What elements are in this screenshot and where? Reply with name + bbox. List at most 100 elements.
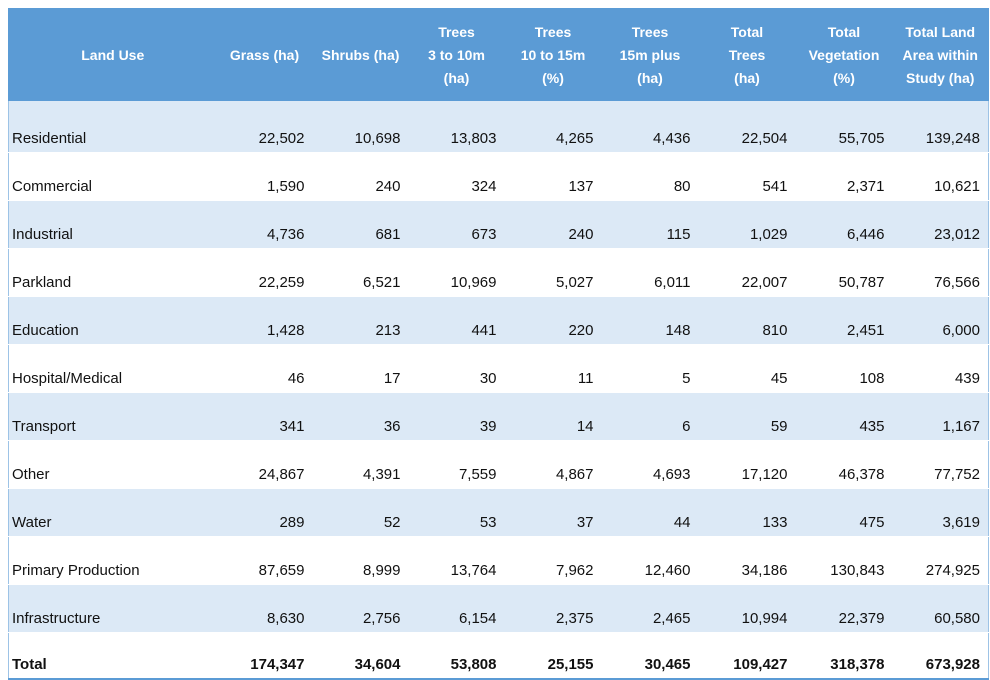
cell-total-land-area: 274,925 bbox=[892, 536, 989, 585]
cell-total-trees: 541 bbox=[698, 152, 796, 201]
cell-total-land-area: 439 bbox=[892, 344, 989, 393]
cell-trees-15m-plus: 44 bbox=[601, 488, 699, 537]
cell-trees-3-10m: 673 bbox=[408, 200, 505, 249]
cell-shrubs: 36 bbox=[312, 392, 409, 441]
cell-total-trees: 17,120 bbox=[698, 440, 796, 489]
total-grass: 174,347 bbox=[216, 632, 313, 680]
cell-total-land-area: 76,566 bbox=[892, 248, 989, 297]
cell-shrubs: 681 bbox=[312, 200, 409, 249]
land-use-vegetation-table-container: Land Use Grass (ha) Shrubs (ha) Trees 3 … bbox=[8, 8, 989, 680]
cell-grass: 22,502 bbox=[216, 101, 313, 153]
total-label: Total bbox=[8, 632, 217, 680]
cell-total-trees: 45 bbox=[698, 344, 796, 393]
cell-shrubs: 240 bbox=[312, 152, 409, 201]
cell-shrubs: 4,391 bbox=[312, 440, 409, 489]
cell-shrubs: 2,756 bbox=[312, 584, 409, 633]
row-label: Transport bbox=[8, 392, 217, 441]
total-total-trees: 109,427 bbox=[698, 632, 796, 680]
cell-trees-10-15m: 4,265 bbox=[504, 101, 602, 153]
cell-grass: 22,259 bbox=[216, 248, 313, 297]
header-grass: Grass (ha) bbox=[216, 8, 313, 101]
row-label: Primary Production bbox=[8, 536, 217, 585]
cell-total-vegetation: 475 bbox=[795, 488, 893, 537]
total-shrubs: 34,604 bbox=[312, 632, 409, 680]
table-row: Commercial 1,590 240 324 137 80 541 2,37… bbox=[8, 152, 989, 201]
table-row: Primary Production 87,659 8,999 13,764 7… bbox=[8, 536, 989, 585]
cell-trees-10-15m: 37 bbox=[504, 488, 602, 537]
row-label: Commercial bbox=[8, 152, 217, 201]
cell-total-vegetation: 46,378 bbox=[795, 440, 893, 489]
cell-trees-15m-plus: 6 bbox=[601, 392, 699, 441]
table-row: Education 1,428 213 441 220 148 810 2,45… bbox=[8, 296, 989, 345]
cell-trees-3-10m: 7,559 bbox=[408, 440, 505, 489]
row-label: Hospital/Medical bbox=[8, 344, 217, 393]
cell-trees-10-15m: 14 bbox=[504, 392, 602, 441]
cell-trees-15m-plus: 5 bbox=[601, 344, 699, 393]
header-total-vegetation: Total Vegetation (%) bbox=[795, 8, 893, 101]
cell-grass: 1,590 bbox=[216, 152, 313, 201]
table-row: Transport 341 36 39 14 6 59 435 1,167 bbox=[8, 392, 989, 441]
cell-total-land-area: 77,752 bbox=[892, 440, 989, 489]
header-shrubs: Shrubs (ha) bbox=[312, 8, 409, 101]
cell-trees-3-10m: 13,803 bbox=[408, 101, 505, 153]
row-label: Industrial bbox=[8, 200, 217, 249]
cell-total-trees: 10,994 bbox=[698, 584, 796, 633]
header-trees-15m-plus: Trees 15m plus (ha) bbox=[601, 8, 699, 101]
header-land-use: Land Use bbox=[8, 8, 217, 101]
header-trees-10-15m: Trees 10 to 15m (%) bbox=[504, 8, 602, 101]
cell-total-vegetation: 108 bbox=[795, 344, 893, 393]
table-row: Industrial 4,736 681 673 240 115 1,029 6… bbox=[8, 200, 989, 249]
table-row: Hospital/Medical 46 17 30 11 5 45 108 43… bbox=[8, 344, 989, 393]
cell-trees-15m-plus: 115 bbox=[601, 200, 699, 249]
total-trees-15m-plus: 30,465 bbox=[601, 632, 699, 680]
cell-shrubs: 6,521 bbox=[312, 248, 409, 297]
cell-trees-15m-plus: 2,465 bbox=[601, 584, 699, 633]
cell-total-vegetation: 130,843 bbox=[795, 536, 893, 585]
table-row: Infrastructure 8,630 2,756 6,154 2,375 2… bbox=[8, 584, 989, 633]
row-label: Parkland bbox=[8, 248, 217, 297]
table-row: Residential 22,502 10,698 13,803 4,265 4… bbox=[8, 101, 989, 153]
cell-total-trees: 59 bbox=[698, 392, 796, 441]
row-label: Water bbox=[8, 488, 217, 537]
cell-trees-10-15m: 2,375 bbox=[504, 584, 602, 633]
cell-trees-3-10m: 441 bbox=[408, 296, 505, 345]
total-trees-10-15m: 25,155 bbox=[504, 632, 602, 680]
cell-shrubs: 10,698 bbox=[312, 101, 409, 153]
cell-shrubs: 8,999 bbox=[312, 536, 409, 585]
cell-trees-15m-plus: 80 bbox=[601, 152, 699, 201]
cell-trees-15m-plus: 6,011 bbox=[601, 248, 699, 297]
cell-trees-3-10m: 30 bbox=[408, 344, 505, 393]
cell-trees-3-10m: 53 bbox=[408, 488, 505, 537]
cell-trees-15m-plus: 148 bbox=[601, 296, 699, 345]
cell-total-vegetation: 2,371 bbox=[795, 152, 893, 201]
cell-total-trees: 810 bbox=[698, 296, 796, 345]
cell-total-land-area: 60,580 bbox=[892, 584, 989, 633]
cell-total-land-area: 10,621 bbox=[892, 152, 989, 201]
row-label: Education bbox=[8, 296, 217, 345]
cell-trees-3-10m: 39 bbox=[408, 392, 505, 441]
table-row: Parkland 22,259 6,521 10,969 5,027 6,011… bbox=[8, 248, 989, 297]
cell-grass: 4,736 bbox=[216, 200, 313, 249]
cell-trees-3-10m: 10,969 bbox=[408, 248, 505, 297]
cell-trees-10-15m: 7,962 bbox=[504, 536, 602, 585]
cell-total-land-area: 23,012 bbox=[892, 200, 989, 249]
cell-trees-3-10m: 6,154 bbox=[408, 584, 505, 633]
cell-grass: 8,630 bbox=[216, 584, 313, 633]
cell-total-vegetation: 435 bbox=[795, 392, 893, 441]
cell-shrubs: 52 bbox=[312, 488, 409, 537]
total-row: Total 174,347 34,604 53,808 25,155 30,46… bbox=[8, 632, 989, 680]
cell-trees-15m-plus: 4,436 bbox=[601, 101, 699, 153]
total-total-vegetation: 318,378 bbox=[795, 632, 893, 680]
cell-trees-3-10m: 324 bbox=[408, 152, 505, 201]
cell-trees-10-15m: 4,867 bbox=[504, 440, 602, 489]
land-use-vegetation-table: Land Use Grass (ha) Shrubs (ha) Trees 3 … bbox=[8, 8, 989, 680]
cell-total-trees: 22,504 bbox=[698, 101, 796, 153]
row-label: Other bbox=[8, 440, 217, 489]
cell-trees-10-15m: 5,027 bbox=[504, 248, 602, 297]
cell-total-trees: 22,007 bbox=[698, 248, 796, 297]
total-trees-3-10m: 53,808 bbox=[408, 632, 505, 680]
table-row: Water 289 52 53 37 44 133 475 3,619 bbox=[8, 488, 989, 537]
cell-trees-10-15m: 220 bbox=[504, 296, 602, 345]
header-total-trees: Total Trees (ha) bbox=[698, 8, 796, 101]
header-trees-3-10m: Trees 3 to 10m (ha) bbox=[408, 8, 505, 101]
